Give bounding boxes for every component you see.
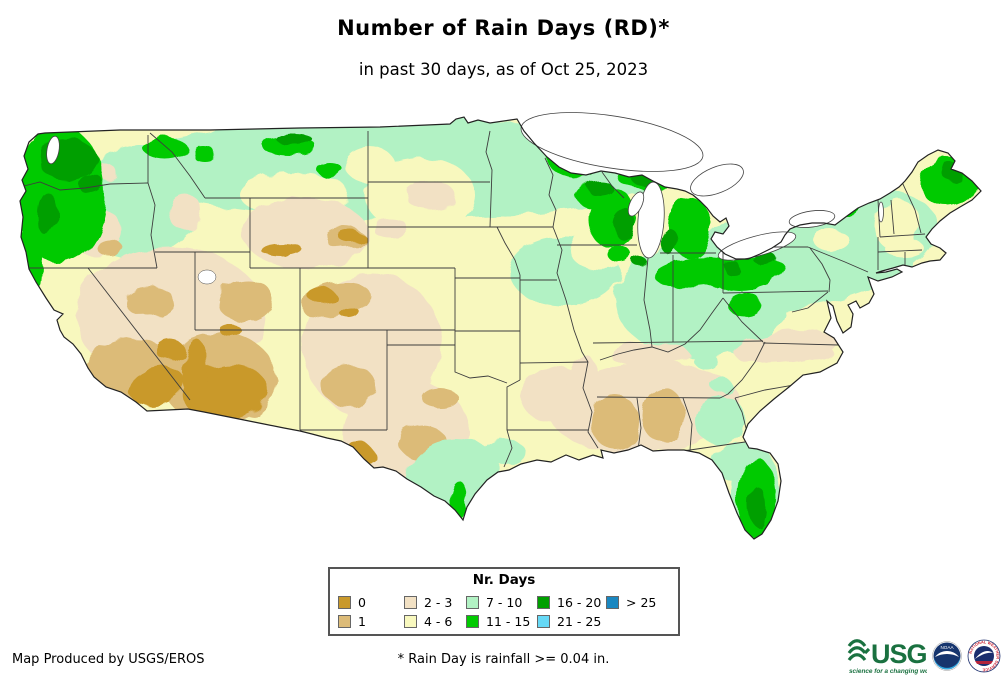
legend-label: 7 - 10 — [486, 595, 523, 610]
nws-bird-icon — [975, 651, 993, 659]
nws-logo: NATIONAL WEATHER SERVICE — [967, 639, 1001, 673]
puget-sound — [46, 135, 60, 165]
legend-item-2: 2 - 3 — [404, 593, 466, 612]
legend-swatch — [537, 615, 550, 628]
noaa-logo: NOAA — [932, 641, 962, 671]
state-borders — [22, 130, 926, 468]
legend-item-1: 1 — [338, 612, 404, 631]
legend-label: 0 — [358, 595, 366, 610]
legend-item-3: 4 - 6 — [404, 612, 466, 631]
legend-item-8: > 25 — [606, 593, 678, 612]
legend-label: 16 - 20 — [557, 595, 602, 610]
legend-swatch — [404, 615, 417, 628]
legend-title: Nr. Days — [472, 572, 536, 588]
legend-swatch — [537, 596, 550, 609]
legend-label: > 25 — [626, 595, 657, 610]
legend-swatch — [404, 596, 417, 609]
legend-swatch — [466, 596, 479, 609]
page-subtitle: in past 30 days, as of Oct 25, 2023 — [358, 60, 649, 79]
noaa-gull-icon — [935, 651, 959, 657]
rain-day-note: * Rain Day is rainfall >= 0.04 in. — [397, 652, 610, 667]
legend-swatch — [606, 596, 619, 609]
legend-item-7: 21 - 25 — [537, 612, 606, 631]
usgs-wordmark: USGS — [871, 639, 927, 669]
header: Number of Rain Days (RD)* in past 30 day… — [0, 16, 1007, 79]
great-lakes — [46, 112, 884, 285]
legend-swatch — [466, 615, 479, 628]
agency-logos: USGS science for a changing world NOAA N… — [847, 636, 1001, 676]
legend-item-0: 0 — [338, 593, 404, 612]
us-outline — [19, 116, 982, 540]
legend-item-6: 16 - 20 — [537, 593, 606, 612]
noaa-text: NOAA — [940, 645, 954, 650]
legend-label: 1 — [358, 614, 366, 629]
lake-huron — [690, 163, 744, 197]
legend-grid: 0 1 2 - 3 4 - 6 7 - 10 11 - 15 16 - 20 2… — [338, 593, 678, 631]
legend-item-4: 7 - 10 — [466, 593, 537, 612]
map-credit: Map Produced by USGS/EROS — [12, 652, 205, 667]
green-bay — [627, 191, 645, 217]
legend-swatch — [338, 596, 351, 609]
legend-label: 2 - 3 — [424, 595, 453, 610]
usgs-logo: USGS science for a changing world — [847, 639, 927, 675]
page-title: Number of Rain Days (RD)* — [337, 16, 670, 40]
legend: Nr. Days 0 1 2 - 3 4 - 6 7 - 10 11 - 15 … — [328, 567, 680, 636]
legend-swatch — [338, 615, 351, 628]
legend-label: 11 - 15 — [486, 614, 531, 629]
map-fill-layer — [20, 117, 981, 539]
legend-label: 21 - 25 — [557, 614, 602, 629]
usgs-wave-icon — [847, 639, 871, 662]
lake-superior — [520, 112, 704, 172]
great-salt-lake — [197, 269, 217, 285]
lake-erie — [717, 231, 797, 261]
legend-item-5: 11 - 15 — [466, 612, 537, 631]
usgs-tagline: science for a changing world — [849, 668, 927, 675]
lake-michigan — [637, 181, 665, 259]
legend-label: 4 - 6 — [424, 614, 453, 629]
